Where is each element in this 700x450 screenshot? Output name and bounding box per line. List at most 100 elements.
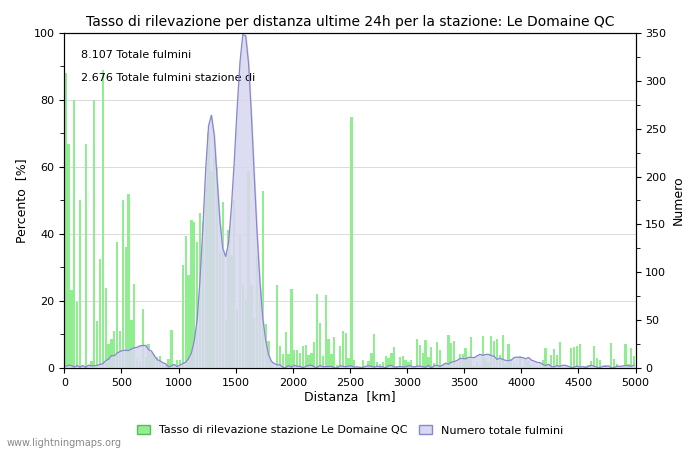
Text: www.lightningmaps.org: www.lightningmaps.org [7,438,122,448]
Bar [567,367,570,368]
Bar [310,352,312,368]
Bar [99,259,101,368]
Bar [601,366,604,368]
Bar [102,70,104,368]
Bar [484,358,486,368]
Bar [542,360,544,368]
Bar [533,364,536,368]
Bar [316,294,318,368]
Bar [153,355,155,368]
Bar [144,357,147,368]
Bar [347,358,350,368]
Bar [502,335,504,368]
Title: Tasso di rilevazione per distanza ultime 24h per la stazione: Le Domaine QC: Tasso di rilevazione per distanza ultime… [85,15,614,29]
Bar [608,366,610,368]
Bar [458,354,461,368]
Bar [499,355,501,368]
Bar [424,341,427,368]
Bar [336,365,338,368]
Bar [573,347,575,368]
Bar [465,348,467,368]
Bar [328,339,330,368]
Bar [333,337,335,368]
Bar [113,331,116,368]
Bar [536,365,538,368]
Bar [247,171,250,368]
Bar [473,366,475,368]
Bar [290,289,293,368]
Bar [202,222,204,368]
Bar [239,234,241,368]
Text: 2.676 Totale fulmini stazione di: 2.676 Totale fulmini stazione di [81,73,256,83]
Bar [428,357,430,368]
Bar [633,356,636,368]
Bar [193,222,195,368]
Bar [436,342,438,368]
Bar [516,364,518,368]
Bar [353,360,356,368]
Y-axis label: Numero: Numero [672,176,685,225]
Bar [299,353,301,368]
Bar [359,367,361,368]
Bar [362,360,364,368]
Bar [605,365,607,368]
Bar [450,343,452,368]
Bar [107,344,110,368]
Bar [167,359,169,368]
Bar [70,290,73,368]
Bar [267,341,270,368]
Bar [244,301,247,368]
Bar [119,331,121,368]
Bar [610,342,612,368]
Bar [447,335,449,368]
Bar [368,361,370,368]
Bar [288,354,290,368]
Bar [579,344,581,368]
Bar [470,337,473,368]
Bar [487,361,489,368]
Bar [559,342,561,368]
Bar [307,356,309,368]
Bar [250,285,253,368]
Bar [421,353,424,368]
Bar [116,243,118,368]
Bar [342,331,344,368]
Bar [598,360,601,368]
Bar [376,362,378,368]
Bar [164,365,167,368]
Bar [430,347,433,368]
Bar [228,230,230,368]
Bar [393,346,395,368]
Bar [524,360,527,368]
Bar [513,363,515,368]
Bar [405,360,407,368]
Bar [130,320,132,368]
Bar [207,134,210,368]
Bar [196,242,198,368]
Bar [93,100,95,368]
Bar [293,350,295,368]
Bar [556,355,558,368]
Bar [216,167,218,368]
Bar [281,354,284,368]
Bar [468,358,470,368]
Bar [482,337,484,368]
Bar [241,284,244,368]
Bar [596,358,598,368]
Bar [262,191,264,368]
Bar [453,341,455,368]
Bar [390,353,393,368]
Bar [624,344,626,368]
Bar [584,366,587,368]
Bar [527,361,530,368]
Bar [230,255,232,368]
Bar [325,295,327,368]
Bar [210,172,213,368]
Bar [622,367,624,368]
Bar [296,350,298,368]
Bar [190,220,192,368]
Bar [576,346,578,368]
Bar [593,346,595,368]
Bar [256,256,258,368]
Bar [439,350,441,368]
